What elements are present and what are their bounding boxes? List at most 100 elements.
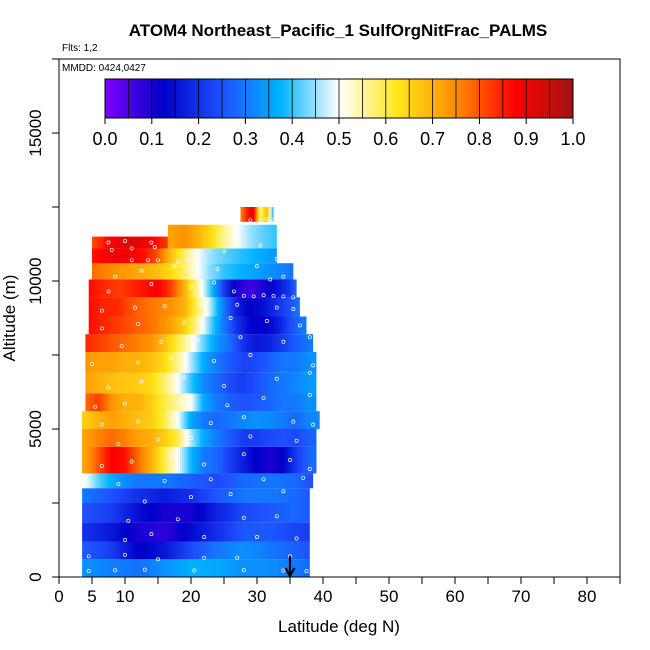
heatmap-cell: [248, 411, 251, 429]
heatmap-cell: [118, 411, 121, 429]
heatmap-cell: [82, 522, 85, 542]
heatmap-cell: [190, 541, 193, 560]
heatmap-cell: [212, 503, 215, 523]
heatmap-cell: [280, 263, 283, 280]
heatmap-cell: [220, 522, 223, 542]
heatmap-cell: [154, 522, 157, 542]
heatmap-cell: [308, 473, 311, 489]
heatmap-cell: [126, 503, 129, 523]
heatmap-cell: [212, 279, 216, 298]
heatmap-cell: [132, 236, 135, 249]
heatmap-cell: [122, 559, 125, 577]
heatmap-cell: [218, 263, 221, 280]
heatmap-cell: [102, 297, 106, 317]
heatmap-cell: [168, 263, 171, 280]
heatmap-cell: [254, 429, 257, 447]
heatmap-cell: [256, 488, 259, 503]
heatmap-cell: [268, 207, 272, 222]
heatmap-cell: [225, 334, 228, 353]
heatmap-cell: [98, 316, 102, 335]
heatmap-cell: [224, 316, 228, 335]
heatmap-cell: [292, 541, 295, 560]
heatmap-cell: [250, 316, 254, 335]
heatmap-cell: [198, 429, 201, 447]
heatmap-cell: [202, 522, 205, 542]
heatmap-cell: [124, 473, 127, 489]
heatmap-cell: [134, 429, 137, 447]
heatmap-cell: [286, 429, 289, 447]
heatmap-cell: [280, 429, 283, 447]
heatmap-cell: [302, 522, 305, 542]
heatmap-cell: [88, 503, 91, 523]
sample-point: [264, 319, 269, 323]
heatmap-cell: [217, 334, 220, 353]
heatmap-cell: [271, 393, 274, 412]
heatmap-cell: [218, 503, 221, 523]
heatmap-cell: [269, 352, 272, 373]
heatmap-cell: [106, 236, 109, 249]
heatmap-cell: [130, 522, 133, 542]
heatmap-cell: [128, 411, 131, 429]
heatmap-cell: [137, 372, 140, 394]
heatmap-cell: [124, 541, 127, 560]
heatmap-cell: [152, 473, 155, 489]
heatmap-cell: [82, 541, 85, 560]
heatmap-cell: [194, 541, 197, 560]
heatmap-cell: [220, 279, 224, 298]
heatmap-cell: [95, 372, 98, 394]
heatmap-cell: [156, 559, 159, 577]
heatmap-cell: [177, 224, 181, 249]
heatmap-cell: [240, 541, 243, 560]
heatmap-cell: [295, 334, 298, 353]
heatmap-cell: [94, 559, 97, 577]
heatmap-cell: [278, 522, 281, 542]
heatmap-cell: [217, 393, 220, 412]
heatmap-cell: [142, 236, 145, 249]
heatmap-cell: [94, 503, 97, 523]
heatmap-cell: [150, 263, 153, 280]
heatmap-cell: [211, 372, 214, 394]
heatmap-cell: [116, 541, 119, 560]
heatmap-cell: [123, 334, 126, 353]
heatmap-cell: [108, 541, 111, 560]
heatmap-cell: [178, 541, 181, 560]
heatmap-cell: [113, 372, 116, 394]
heatmap-cell: [209, 393, 212, 412]
heatmap-cell: [299, 334, 302, 353]
heatmap-cell: [119, 393, 122, 412]
heatmap-cell: [181, 224, 185, 249]
heatmap-cell: [180, 429, 183, 447]
heatmap-cell: [136, 236, 139, 249]
heatmap-cell: [264, 503, 267, 523]
heatmap-cell: [151, 372, 154, 394]
chart-title: ATOM4 Northeast_Pacific_1 SulfOrgNitFrac…: [129, 21, 548, 40]
heatmap-cell: [170, 263, 173, 280]
heatmap-cell: [126, 473, 129, 489]
heatmap-cell: [191, 372, 194, 394]
heatmap-cell: [294, 473, 297, 489]
heatmap-cell: [130, 541, 133, 560]
heatmap-cell: [182, 429, 185, 447]
heatmap-cell: [167, 393, 170, 412]
heatmap-cell: [176, 279, 180, 298]
heatmap-cell: [192, 473, 195, 489]
heatmap-cell: [171, 352, 174, 373]
heatmap-cell: [290, 297, 294, 317]
heatmap-cell: [195, 372, 198, 394]
heatmap-cell: [294, 488, 297, 503]
heatmap-cell: [177, 334, 180, 353]
heatmap-cell: [114, 236, 117, 249]
heatmap-cell: [96, 488, 99, 503]
sample-point: [261, 395, 266, 400]
heatmap-cell: [303, 372, 306, 394]
heatmap-cell: [220, 559, 223, 577]
heatmap-cell: [298, 297, 300, 317]
heatmap-cell: [129, 352, 132, 373]
heatmap-cell: [274, 297, 278, 317]
heatmap-cell: [122, 316, 126, 335]
sample-point: [129, 246, 134, 251]
heatmap-cell: [82, 503, 85, 523]
heatmap-cell: [238, 446, 241, 474]
heatmap-cell: [230, 248, 233, 264]
heatmap-cell: [190, 316, 194, 335]
